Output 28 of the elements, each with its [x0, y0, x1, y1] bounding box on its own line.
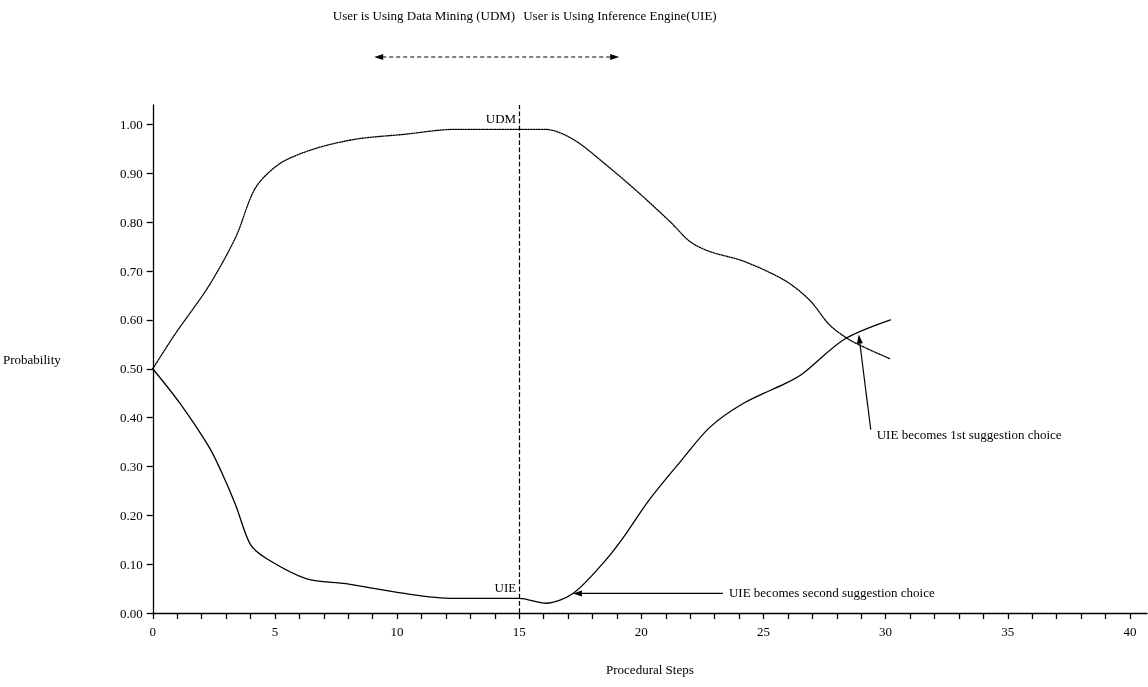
annotation: UIE becomes 1st suggestion choice	[876, 426, 1062, 442]
y-tick-label: 0.00	[120, 605, 143, 621]
x-tick-label: 5	[271, 624, 279, 639]
x-tick-label: 30	[879, 624, 893, 639]
y-axis-title: Probability	[3, 351, 62, 367]
annotation: UIE becomes second suggestion choice	[728, 585, 935, 601]
y-tick-label: 0.90	[120, 165, 143, 181]
series-label: UDM	[485, 111, 517, 127]
x-tick-label: 10	[390, 624, 404, 639]
series-label: UIE	[494, 580, 517, 596]
y-tick-label: 0.20	[120, 507, 143, 523]
y-tick-label: 0.30	[120, 458, 143, 474]
x-tick-label: 35	[1001, 624, 1015, 639]
y-tick-label: 0.50	[120, 361, 143, 377]
y-tick-label: 0.70	[120, 263, 143, 279]
y-tick-label: 1.00	[120, 117, 143, 133]
y-tick-label: 0.60	[120, 312, 143, 328]
y-tick-label: 0.80	[120, 214, 143, 230]
x-axis-title: Procedural Steps	[606, 662, 694, 677]
text: User is Using Data Mining (UDM)	[332, 8, 516, 23]
x-tick-label: 20	[634, 624, 648, 639]
x-tick-label: 15	[512, 624, 526, 639]
text: User is Using Inference Engine(UIE)	[523, 8, 717, 23]
y-tick-label: 0.10	[120, 556, 143, 572]
x-tick-label: 0	[149, 624, 157, 639]
x-tick-label: 40	[1123, 624, 1137, 639]
x-tick-label: 25	[756, 624, 770, 639]
y-tick-label: 0.40	[120, 410, 143, 426]
